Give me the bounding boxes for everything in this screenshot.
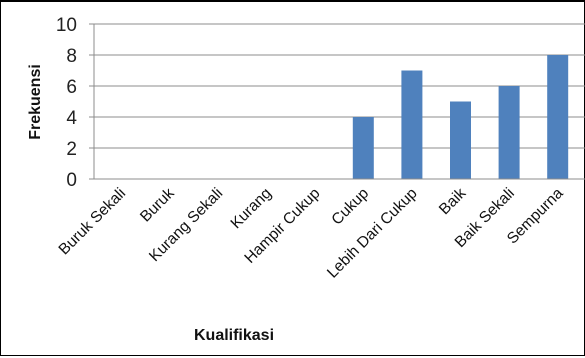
y-axis-title: Frekuensi	[27, 64, 44, 140]
bar	[547, 55, 569, 179]
x-tick-label: Buruk	[137, 185, 178, 226]
y-tick-label: 2	[66, 139, 77, 160]
y-tick-label: 10	[56, 15, 77, 36]
bar	[450, 101, 471, 179]
bar	[352, 117, 374, 179]
y-tick-label: 0	[66, 170, 77, 191]
x-tick-label: Buruk Sekali	[56, 185, 130, 259]
y-tick-labels: 0 2 4 6 8 10	[56, 15, 78, 191]
y-tick-label: 6	[66, 77, 77, 98]
bar	[401, 70, 423, 179]
y-tick-label: 8	[66, 46, 77, 67]
y-tick-label: 4	[66, 108, 77, 129]
x-axis-title: Kualifikasi	[194, 327, 274, 344]
x-tick-label: Lebih Dari Cukup	[324, 185, 421, 282]
axes	[93, 24, 585, 180]
x-tick-label: Cukup	[328, 185, 372, 229]
bar	[498, 86, 520, 179]
x-tick-label: Baik	[436, 185, 470, 219]
bars	[352, 55, 569, 179]
x-tick-label: Kurang	[228, 185, 275, 232]
